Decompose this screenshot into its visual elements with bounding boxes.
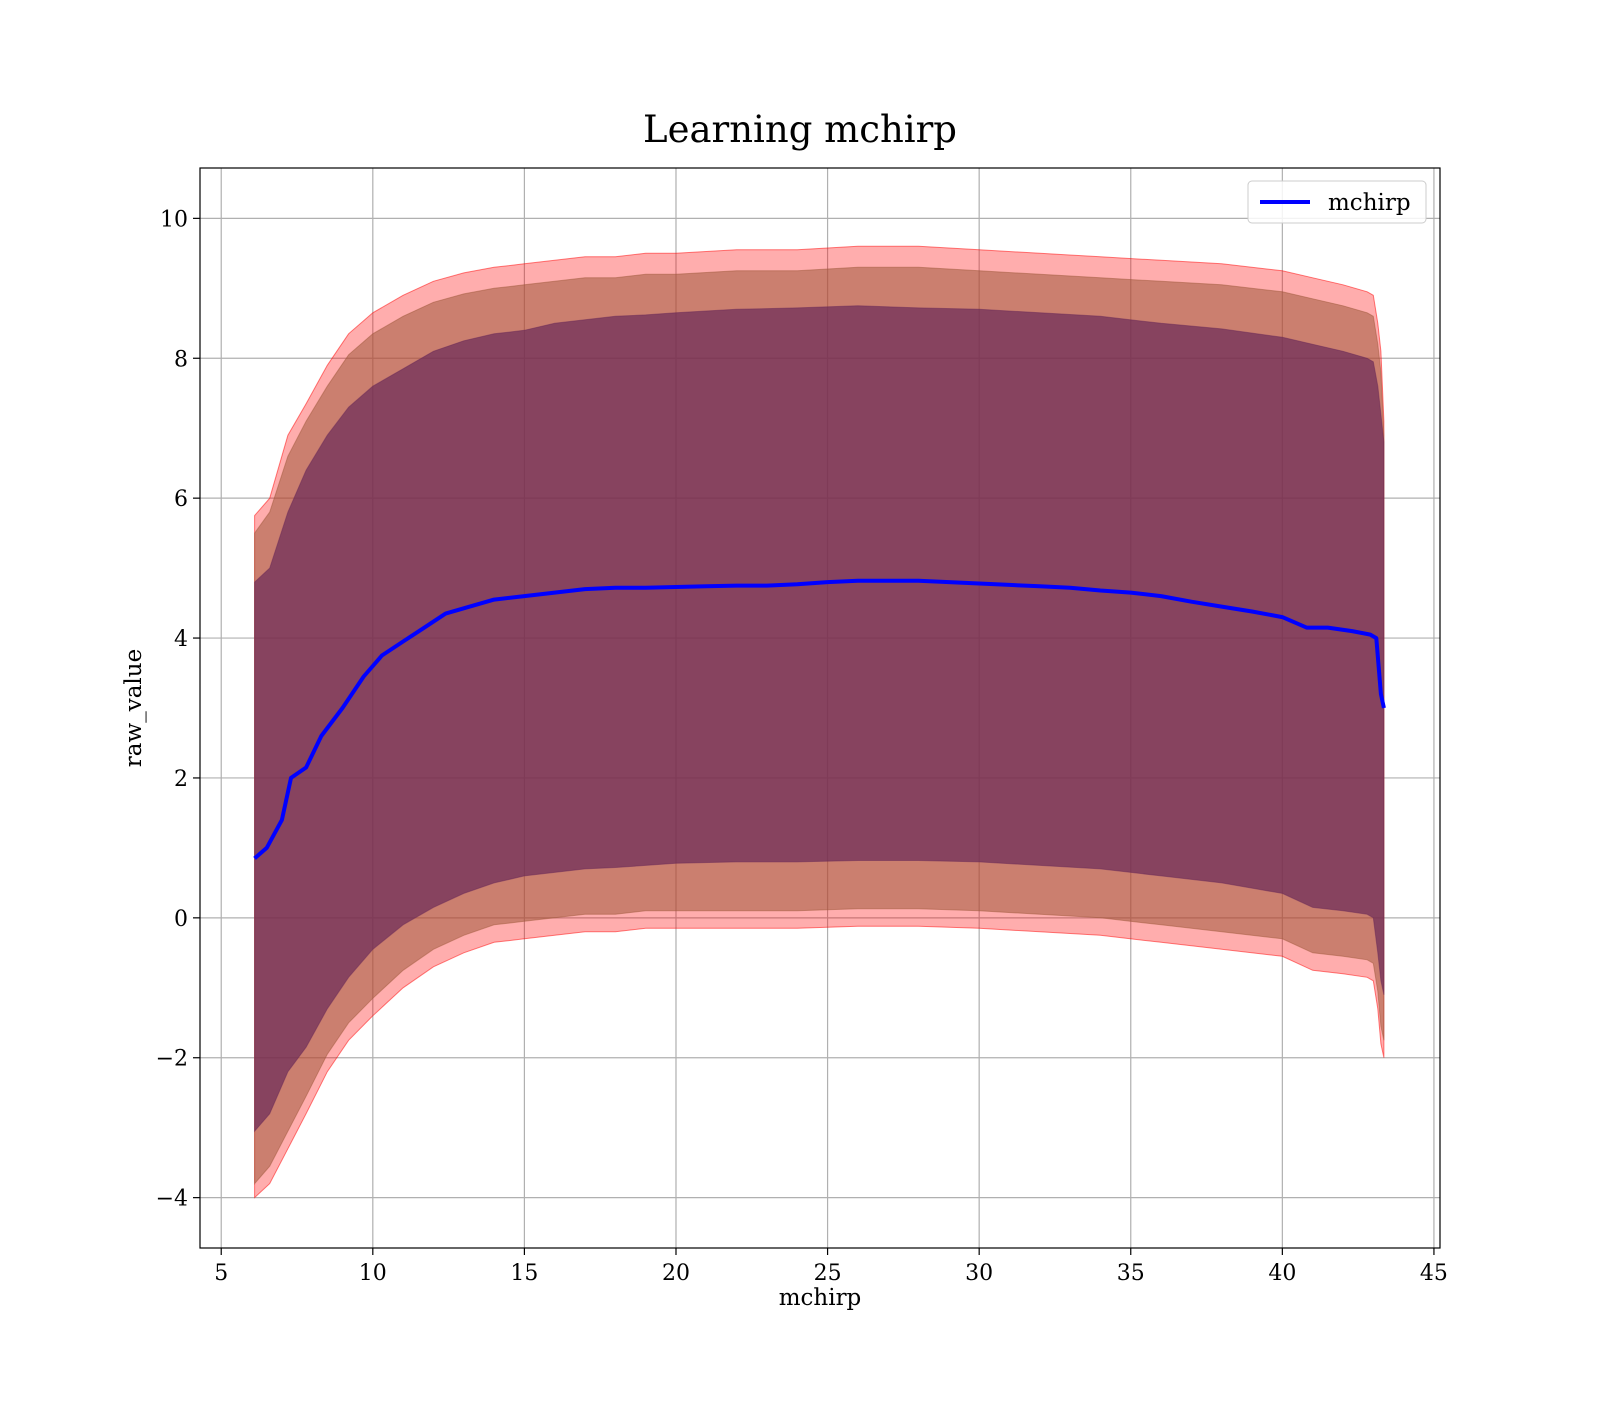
x-tick-label: 35: [1117, 1261, 1145, 1286]
x-tick-label: 40: [1268, 1261, 1296, 1286]
y-tick-label: 0: [174, 907, 188, 932]
y-tick-label: 6: [174, 487, 188, 512]
y-tick-label: 4: [174, 627, 188, 652]
x-tick-label: 15: [510, 1261, 538, 1286]
y-tick-label: 10: [160, 207, 188, 232]
x-tick-label: 25: [814, 1261, 842, 1286]
y-tick-label: 2: [174, 767, 188, 792]
series-line-mchirp: [253, 578, 1386, 860]
x-axis-ticks: 5 10 15 20 25 30 35 40 45: [214, 1248, 1448, 1286]
x-tick-label: 5: [214, 1261, 228, 1286]
legend: mchirp: [1247, 180, 1427, 224]
y-tick-label: 8: [174, 347, 188, 372]
plot-frame: [199, 167, 1441, 1249]
x-tick-label: 20: [662, 1261, 690, 1286]
y-axis-ticks: −4 −2 0 2 4 6 8 10: [156, 207, 200, 1212]
x-tick-label: 30: [965, 1261, 993, 1286]
confidence-bands: [254, 245, 1385, 1199]
x-tick-label: 45: [1420, 1261, 1448, 1286]
chart-title: Learning mchirp: [643, 108, 957, 151]
x-tick-label: 10: [359, 1261, 387, 1286]
y-tick-label: −2: [156, 1047, 188, 1072]
y-axis-label: raw_value: [121, 649, 147, 767]
x-axis-label: mchirp: [779, 1285, 862, 1311]
y-tick-label: −4: [156, 1187, 188, 1212]
series-lines: [253, 578, 1386, 860]
inner-band: [254, 305, 1385, 1133]
legend-box: [1247, 180, 1427, 224]
legend-label: mchirp: [1328, 190, 1411, 216]
